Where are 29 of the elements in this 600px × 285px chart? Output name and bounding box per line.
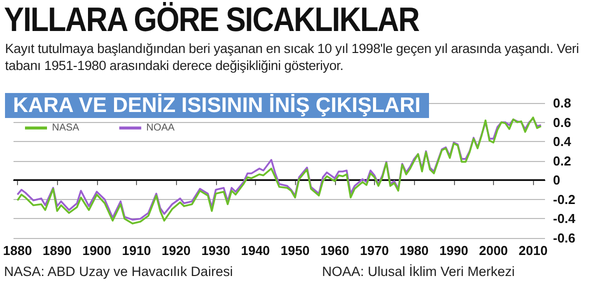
x-tick-label: 1980	[400, 243, 429, 258]
x-tick-label: 1900	[82, 243, 112, 258]
x-tick-label: 2000	[478, 243, 508, 258]
text: NOAA: Ulusal İklim Veri Merkezi	[322, 264, 515, 279]
y-tick-label: -0.6	[553, 230, 576, 246]
y-tick-label: 0	[553, 172, 560, 188]
x-tick-label: 1940	[240, 243, 270, 258]
x-tick-label: 1970	[360, 243, 389, 258]
y-tick-label: 0.4	[553, 134, 572, 150]
x-tick-label: 1960	[320, 243, 350, 258]
chart-subtitle: Kayıt tutulmaya başlandığından beri yaşanan en sıcak 10 yıl 1998'le geçen yıl arasında yaşandı. Veri tabanı 1951-1980 arasındaki derece değişikliğini gösteriyor.	[5, 40, 580, 74]
y-tick-label: -0.4	[553, 211, 576, 226]
x-tick-label: 1930	[201, 243, 230, 258]
x-tick-label: 1910	[122, 243, 151, 258]
x-tick-label: 2010	[518, 243, 548, 258]
x-tick-label: 1990	[439, 243, 468, 258]
x-tick-label: 1880	[3, 243, 32, 258]
y-tick-label: 0.2	[553, 153, 572, 168]
legend-label: NOAA	[146, 122, 175, 134]
y-tick-label: -0.2	[553, 192, 576, 207]
chart-title: YILLARA GÖRE SICAKLIKLAR	[4, 1, 419, 39]
text: NASA: ABD Uzay ve Havacılık Dairesi	[4, 264, 233, 279]
legend-label: NASA	[52, 122, 80, 134]
y-tick-label: 0.6	[553, 114, 572, 130]
x-tick-label: 1890	[42, 243, 72, 258]
y-tick-label: 0.8	[553, 96, 572, 110]
x-tick-label: 1920	[162, 243, 191, 258]
x-tick-label: 1950	[280, 243, 310, 258]
annotation: KARA VE DENİZ ISISININ İNİŞ ÇIKIŞLARI	[5, 93, 429, 118]
